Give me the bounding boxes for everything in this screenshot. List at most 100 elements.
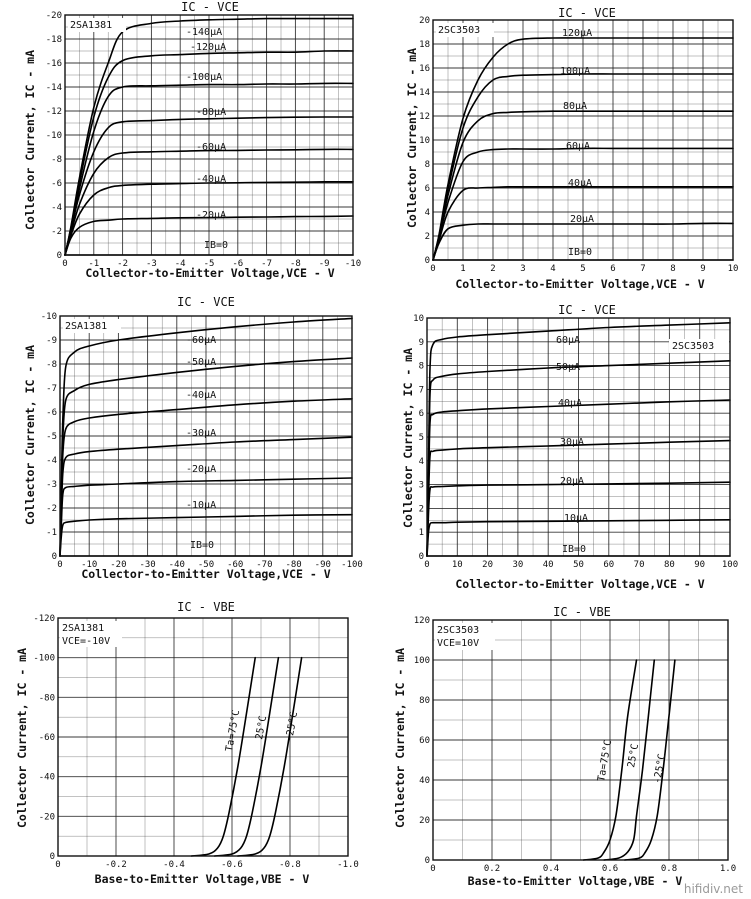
y-tick-label: 5 (419, 433, 424, 443)
x-tick-label: 8 (670, 264, 675, 274)
x-tick-label: 0 (430, 264, 435, 274)
x-tick-label: -0.4 (163, 860, 185, 870)
x-axis-label: Collector-to-Emitter Voltage,VCE - V (85, 266, 334, 280)
y-axis-label: Collector Current, IC - mA (23, 345, 37, 525)
device-tag-bg (68, 18, 126, 32)
x-tick-label: -100 (341, 560, 363, 570)
series-line-6 (64, 50, 354, 256)
y-tick-label: 2 (419, 504, 424, 514)
tick-labels: 0 0.2 0.4 0.6 0.8 1.0 0 20 40 60 80 100 120 (414, 616, 736, 874)
series-line-0 (190, 656, 256, 857)
annotation-ib-80: -80μA (196, 107, 226, 118)
y-tick-label: -3 (46, 480, 57, 490)
x-tick-label: 60 (603, 560, 614, 570)
y-tick-label: 18 (419, 40, 430, 50)
annotation-ib-60: 60μA (556, 335, 580, 346)
annotation-ib-60: -60μA (196, 142, 226, 153)
condition-tag: VCE=10V (437, 638, 479, 649)
x-tick-label: -1.0 (337, 860, 359, 870)
annotation-ib-60: -60μA (186, 335, 216, 346)
chart-title: IC - VBE (177, 600, 235, 614)
series-line-1 (213, 656, 280, 857)
x-tick-label: 50 (573, 560, 584, 570)
tick-labels: 0 10 20 30 40 50 60 70 80 90 100 0 1 2 3 4 5 6 7 8 9 10 (413, 314, 738, 570)
series-line-2 (432, 185, 734, 261)
y-tick-label: -120 (33, 614, 55, 624)
y-tick-label: 4 (425, 208, 430, 218)
y-tick-label: 6 (425, 184, 430, 194)
y-tick-label: -12 (46, 107, 62, 117)
x-tick-label: 2 (490, 264, 495, 274)
x-tick-label: 70 (634, 560, 645, 570)
y-tick-label: -5 (46, 432, 57, 442)
annotation-ib-40: -40μA (186, 390, 216, 401)
device-tag: 2SA1381 (70, 20, 112, 31)
y-tick-label: 8 (425, 160, 430, 170)
x-tick-label: -8 (290, 259, 301, 269)
x-tick-label: 5 (580, 264, 585, 274)
x-tick-label: -6 (232, 259, 243, 269)
x-tick-label: 80 (664, 560, 675, 570)
x-tick-label: 7 (640, 264, 645, 274)
x-tick-label: -4 (175, 259, 186, 269)
y-tick-label: 0 (419, 552, 424, 562)
x-axis-label: Collector-to-Emitter Voltage,VCE - V (81, 567, 330, 581)
series-line-2 (426, 481, 731, 557)
series-lines (432, 37, 734, 261)
x-tick-label: -30 (139, 560, 155, 570)
y-tick-label: 7 (419, 385, 424, 395)
y-axis-label: Collector Current, IC - mA (15, 648, 29, 828)
y-tick-label: 10 (413, 314, 424, 324)
x-tick-label: -80 (285, 560, 301, 570)
grid (60, 316, 352, 556)
x-tick-label: 90 (694, 560, 705, 570)
series-line-1 (432, 222, 734, 261)
x-axis-label: Base-to-Emitter Voltage,VBE - V (468, 874, 683, 888)
panel-2sa1381-ic-vbe: IC - VBE Collector Current, IC - mA Base… (15, 600, 359, 886)
y-tick-label: -10 (46, 131, 62, 141)
panel-2sc3503-ic-vbe: IC - VBE Collector Current, IC - mA Base… (393, 605, 736, 888)
annotation-ib-40: -40μA (196, 174, 226, 185)
annotations: 120μA 100μA 80μA 60μA 40μA 20μA IB=0 (560, 28, 594, 258)
x-tick-label: -7 (261, 259, 272, 269)
annotation-ib-80: 80μA (563, 101, 587, 112)
x-tick-label: 1 (460, 264, 465, 274)
y-tick-label: 100 (414, 656, 430, 666)
y-tick-label: 60 (419, 736, 430, 746)
x-tick-label: -5 (204, 259, 215, 269)
y-tick-label: 80 (419, 696, 430, 706)
series-line-5 (64, 82, 354, 256)
x-tick-label: 20 (482, 560, 493, 570)
y-axis-label: Collector Current, IC - mA (393, 648, 407, 828)
device-tag-bg (60, 621, 122, 647)
series-line-3 (432, 147, 734, 261)
chart-title: IC - VCE (558, 6, 616, 20)
device-tag-bg (436, 23, 494, 37)
x-tick-label: -40 (169, 560, 185, 570)
device-tag: 2SA1381 (62, 623, 104, 634)
panel-2sa1381-ic-vce-small: IC - VCE Collector Current, IC - mA Coll… (23, 0, 361, 280)
annotation-ib-20: 20μA (560, 476, 584, 487)
x-tick-label: 100 (722, 560, 738, 570)
plot-frame (64, 14, 354, 256)
annotations: Ta=75°C 25°C -25°C (224, 709, 300, 752)
x-tick-label: 30 (512, 560, 523, 570)
series-line-5 (432, 73, 734, 261)
x-tick-label: -70 (256, 560, 272, 570)
chart-title: IC - VCE (181, 0, 239, 14)
x-tick-label: -9 (319, 259, 330, 269)
watermark: hifidiv.net (684, 882, 743, 896)
y-tick-label: -4 (46, 456, 57, 466)
x-tick-label: 0 (430, 864, 435, 874)
chart-title: IC - VCE (177, 295, 235, 309)
x-tick-label: 3 (520, 264, 525, 274)
annotation-ib-50: -50μA (186, 357, 216, 368)
y-tick-label: -10 (41, 312, 57, 322)
x-tick-label: 40 (543, 560, 554, 570)
panel-2sa1381-ic-vce-large: IC - VCE Collector Current, IC - mA Coll… (23, 295, 363, 581)
grid (433, 620, 728, 860)
y-tick-label: -2 (51, 227, 62, 237)
x-tick-label: 10 (728, 264, 739, 274)
series-line-0 (582, 659, 638, 861)
annotations: Ta=75°C 25°C -25°C (596, 739, 668, 784)
